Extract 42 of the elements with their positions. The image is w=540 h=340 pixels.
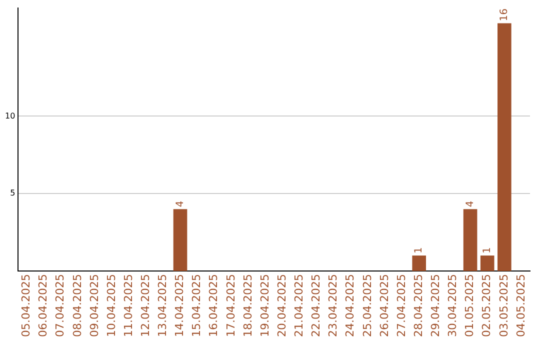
data-label: 4 xyxy=(174,200,186,208)
x-tick-label: 18.04.2025 xyxy=(241,274,254,338)
x-tick-label: 09.04.2025 xyxy=(88,274,101,338)
bar xyxy=(173,209,188,272)
x-tick-label: 24.04.2025 xyxy=(344,274,357,338)
bar xyxy=(463,209,478,272)
x-tick-label: 12.04.2025 xyxy=(138,274,152,338)
x-tick-label: 10.04.2025 xyxy=(104,274,118,338)
x-tick-label: 29.04.2025 xyxy=(429,274,442,338)
y-tick-label: 10 xyxy=(4,111,16,120)
x-tick-label: 06.04.2025 xyxy=(36,274,50,338)
x-tick-label: 14.04.2025 xyxy=(173,274,186,338)
x-tick-label: 20.04.2025 xyxy=(275,274,288,338)
x-tick-label: 26.04.2025 xyxy=(378,274,391,338)
data-label: 1 xyxy=(414,247,425,254)
x-tick-label: 23.04.2025 xyxy=(326,274,340,338)
y-tick-label: 5 xyxy=(10,188,16,198)
data-label: 4 xyxy=(464,200,476,208)
x-tick-label: 17.04.2025 xyxy=(224,274,238,338)
x-tick-label: 02.05.2025 xyxy=(480,274,494,338)
x-tick-label: 16.04.2025 xyxy=(207,274,220,338)
bar xyxy=(412,256,426,272)
data-label: 1 xyxy=(482,247,493,254)
x-tick-label: 11.04.2025 xyxy=(122,274,135,338)
x-tick-label: 21.04.2025 xyxy=(292,274,306,338)
x-tick-label: 28.04.2025 xyxy=(412,274,425,338)
x-tick-label: 08.04.2025 xyxy=(70,274,84,338)
bar xyxy=(498,23,512,272)
x-tick-label: 04.05.2025 xyxy=(514,274,528,338)
x-tick-label: 05.04.2025 xyxy=(20,274,33,338)
x-tick-label: 01.05.2025 xyxy=(463,274,476,338)
x-tick-label: 19.04.2025 xyxy=(258,274,272,338)
bar xyxy=(480,256,494,272)
x-tick-label: 25.04.2025 xyxy=(360,274,374,338)
x-tick-label: 30.04.2025 xyxy=(446,274,460,338)
x-tick-label: 13.04.2025 xyxy=(156,274,170,338)
data-label: 16 xyxy=(499,8,510,22)
x-tick-label: 27.04.2025 xyxy=(394,274,408,338)
x-tick-label: 03.05.2025 xyxy=(497,274,510,338)
x-tick-label: 15.04.2025 xyxy=(190,274,204,338)
x-tick-label: 22.04.2025 xyxy=(310,274,323,338)
x-tick-label: 07.04.2025 xyxy=(54,274,67,338)
